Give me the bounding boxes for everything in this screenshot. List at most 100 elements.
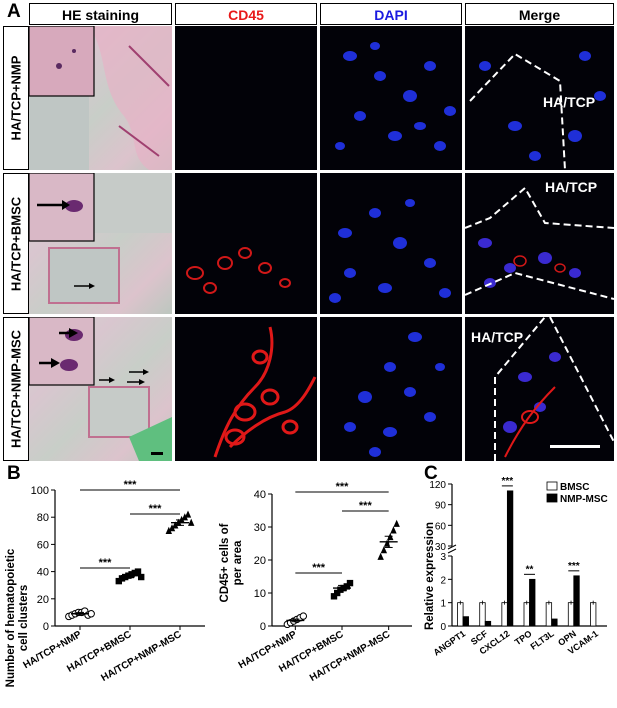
col-header-merge: Merge bbox=[465, 3, 614, 25]
dapi-image-nmp bbox=[320, 26, 462, 170]
merge-image-bmsc: HA/TCP bbox=[465, 173, 614, 314]
chart-b1-ylabel-line1: Number of hematopoietic bbox=[5, 548, 17, 687]
chart-c-sig-label: ** bbox=[526, 564, 534, 575]
chart-b1-point bbox=[172, 521, 179, 529]
chart-c-bar-nmp-msc bbox=[529, 578, 536, 627]
chart-c-legend-swatch bbox=[546, 481, 558, 491]
chart-c-bar-nmp-msc bbox=[484, 620, 492, 627]
merge-image-nmp: HA/TCP bbox=[465, 26, 614, 170]
chart-c-bar-bmsc bbox=[545, 602, 553, 627]
chart-b2-sig-label: *** bbox=[312, 562, 326, 574]
merge-image-nmp-msc: HA/TCP bbox=[465, 317, 614, 461]
chart-b2-xtick-label: HA/TCP+NMP-MSC bbox=[308, 629, 392, 684]
chart-c-ytick-label: 1 bbox=[440, 599, 446, 610]
row-label-bmsc: HA/TCP+BMSC bbox=[3, 173, 29, 314]
panel-a-label: A bbox=[7, 1, 21, 22]
chart-c-ytick-label: 90 bbox=[435, 501, 447, 512]
chart-b2-ytick-label: 20 bbox=[254, 555, 266, 567]
chart-c-ytick-label: 0 bbox=[440, 622, 446, 633]
chart-c-bar-bmsc bbox=[501, 602, 508, 627]
chart-c-ytick-label: 30 bbox=[435, 542, 447, 553]
chart-b1-ytick-label: 60 bbox=[37, 539, 49, 551]
chart-b1-ytick-label: 20 bbox=[37, 594, 49, 606]
chart-b1-sig-label: *** bbox=[149, 503, 163, 515]
chart-c-bar-nmp-msc bbox=[506, 490, 514, 627]
chart-b2-point bbox=[393, 519, 400, 527]
chart-c-bar-nmp-msc bbox=[551, 618, 558, 627]
he-image-nmp bbox=[29, 26, 172, 170]
chart-c-bar-bmsc bbox=[523, 602, 530, 627]
chart-c-xtick-label: ANGPT1 bbox=[432, 628, 468, 657]
merge-label-nmp: HA/TCP bbox=[543, 94, 596, 110]
chart-c-bar-bmsc bbox=[590, 602, 597, 627]
merge-label-bmsc: HA/TCP bbox=[545, 179, 598, 195]
chart-c-legend-label: BMSC bbox=[560, 482, 589, 493]
chart-b2-point bbox=[383, 539, 391, 547]
chart-b2-point bbox=[334, 589, 341, 597]
chart-b1-ytick-label: 80 bbox=[37, 512, 49, 524]
chart-b1-point bbox=[128, 571, 135, 578]
chart-b2-sig-label: *** bbox=[336, 481, 350, 493]
chart-b1-ytick-label: 100 bbox=[31, 485, 49, 497]
chart-c-sig-label: *** bbox=[568, 561, 580, 572]
chart-c-bar-nmp-msc bbox=[573, 575, 580, 627]
chart-b2-sig-label: *** bbox=[359, 500, 373, 512]
dapi-image-nmp-msc bbox=[320, 317, 462, 461]
dapi-image-bmsc bbox=[320, 173, 462, 314]
chart-b2-point bbox=[380, 546, 388, 554]
cd45-image-bmsc bbox=[175, 173, 317, 314]
chart-c-ytick-label: 3 bbox=[440, 552, 446, 563]
chart-c-ytick-label: 120 bbox=[429, 480, 446, 491]
chart-b1-point bbox=[134, 568, 142, 575]
chart-b2-ylabel-line2: per area bbox=[232, 540, 244, 585]
chart-b2-ytick-label: 30 bbox=[254, 522, 266, 534]
chart-b1: Number of hematopoietic cell clusters 0 2… bbox=[5, 479, 205, 687]
row-label-nmp-msc: HA/TCP+NMP-MSC bbox=[3, 317, 29, 461]
chart-b1-sig-label: *** bbox=[124, 479, 138, 491]
chart-b1-point bbox=[168, 524, 176, 532]
cd45-image-nmp bbox=[175, 26, 317, 170]
chart-b2-point bbox=[330, 593, 338, 600]
chart-c-ytick-label: 60 bbox=[435, 521, 447, 532]
he-image-nmp-msc bbox=[29, 317, 172, 461]
chart-c-bar-bmsc bbox=[479, 602, 486, 627]
chart-b2-point bbox=[346, 579, 354, 587]
chart-c-xtick-label: FLT3L bbox=[528, 628, 556, 652]
chart-c-bar-nmp-msc bbox=[462, 616, 469, 627]
chart-b1-point bbox=[188, 518, 195, 526]
chart-c-sig-label: *** bbox=[502, 476, 514, 487]
chart-b1-ytick-label: 0 bbox=[43, 621, 49, 633]
merge-label-nmp-msc: HA/TCP bbox=[471, 329, 524, 345]
chart-b1-ytick-label: 40 bbox=[37, 567, 49, 579]
chart-b1-point bbox=[165, 526, 172, 534]
chart-b2-ytick-label: 0 bbox=[260, 621, 266, 633]
panel-b-label: B bbox=[7, 463, 21, 484]
chart-b1-sig-label: *** bbox=[99, 557, 113, 569]
col-header-dapi: DAPI bbox=[320, 3, 462, 25]
chart-b1-point bbox=[184, 510, 192, 518]
chart-b2-point bbox=[343, 583, 350, 590]
he-image-bmsc bbox=[29, 173, 172, 314]
chart-b2-ylabel-line1: CD45+ cells of bbox=[219, 523, 231, 602]
chart-c-bar-bmsc bbox=[567, 602, 575, 627]
chart-b1-point bbox=[181, 513, 188, 521]
cd45-image-nmp-msc bbox=[175, 317, 317, 461]
row-label-nmp: HA/TCP+NMP bbox=[3, 26, 29, 170]
col-header-he: HE staining bbox=[29, 3, 172, 25]
chart-c-ytick-label: 2 bbox=[440, 575, 446, 586]
chart-b2-ytick-label: 10 bbox=[254, 588, 266, 600]
chart-b2-point bbox=[299, 612, 308, 620]
chart-c-ylabel: Relative expression bbox=[424, 522, 436, 630]
chart-c-axis-break bbox=[447, 548, 457, 554]
chart-b2-point bbox=[390, 526, 397, 534]
chart-b2-point bbox=[377, 552, 384, 560]
chart-b1-point bbox=[138, 573, 145, 581]
panel-c-label: C bbox=[424, 463, 438, 484]
chart-b1-ylabel-line2: cell clusters bbox=[18, 585, 30, 651]
col-header-cd45: CD45 bbox=[175, 3, 317, 25]
chart-b2: CD45+ cells of per area 0 10 20 30 40 HA/TCP+… bbox=[219, 481, 412, 684]
chart-c-axis-break bbox=[447, 544, 457, 550]
chart-c-legend-swatch bbox=[546, 493, 558, 503]
chart-c-bar-bmsc bbox=[457, 602, 464, 627]
